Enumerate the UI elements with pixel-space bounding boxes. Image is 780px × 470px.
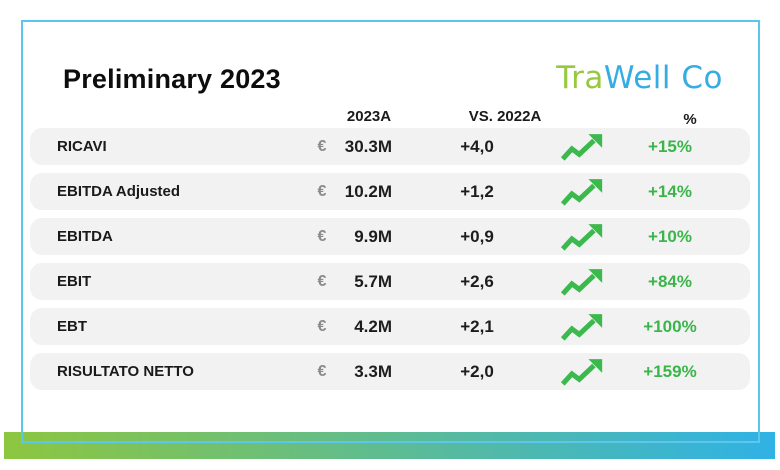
row-vs-value: +2,6 — [460, 271, 494, 291]
euro-symbol: € — [317, 182, 327, 200]
up-trend-icon — [560, 358, 604, 386]
row-percent: +15% — [648, 136, 692, 156]
table-row-ebitda: EBITDA € 9.9M +0,9 +10% — [30, 218, 750, 255]
table-row-ebitda-adjusted: EBITDA Adjusted € 10.2M +1,2 +14% — [30, 173, 750, 210]
row-vs-value: +2,0 — [460, 361, 494, 381]
row-percent: +10% — [648, 226, 692, 246]
up-trend-icon — [560, 268, 604, 296]
trawell-logo: TraWell Co — [556, 60, 723, 96]
euro-symbol: € — [317, 227, 327, 245]
up-trend-icon — [560, 223, 604, 251]
row-vs-value: +4,0 — [460, 136, 494, 156]
euro-symbol: € — [317, 317, 327, 335]
row-percent: +159% — [643, 361, 697, 381]
column-header-2023a: 2023A — [346, 108, 392, 125]
table-row-ebt: EBT € 4.2M +2,1 +100% — [30, 308, 750, 345]
row-percent: +84% — [648, 271, 692, 291]
row-label: EBT — [57, 318, 87, 335]
row-label: EBITDA — [57, 228, 113, 245]
euro-symbol: € — [317, 362, 327, 380]
table-row-risultato-netto: RISULTATO NETTO € 3.3M +2,0 +159% — [30, 353, 750, 390]
euro-symbol: € — [317, 272, 327, 290]
row-value: 5.7M — [354, 271, 392, 291]
row-vs-value: +1,2 — [460, 181, 494, 201]
logo-text-blue: Well Co — [603, 60, 723, 96]
up-trend-icon — [560, 133, 604, 161]
kpi-rows: RICAVI € 30.3M +4,0 +15% EBITDA Adjusted… — [30, 128, 750, 398]
row-value: 30.3M — [344, 136, 392, 156]
row-value: 9.9M — [354, 226, 392, 246]
row-value: 3.3M — [354, 361, 392, 381]
row-vs-value: +2,1 — [460, 316, 494, 336]
table-row-ricavi: RICAVI € 30.3M +4,0 +15% — [30, 128, 750, 165]
row-vs-value: +0,9 — [460, 226, 494, 246]
gradient-bar — [4, 432, 775, 459]
summary-card: Preliminary 2023 TraWell Co 2023A VS. 20… — [21, 20, 760, 443]
column-header-percent: % — [683, 111, 697, 128]
column-header-vs-2022a: VS. 2022A — [468, 108, 542, 125]
row-percent: +100% — [643, 316, 697, 336]
logo-text-green: Tra — [556, 60, 604, 96]
row-value: 4.2M — [354, 316, 392, 336]
up-trend-icon — [560, 178, 604, 206]
row-label: RISULTATO NETTO — [57, 363, 194, 380]
page-title: Preliminary 2023 — [63, 64, 281, 94]
euro-symbol: € — [317, 137, 327, 155]
table-row-ebit: EBIT € 5.7M +2,6 +84% — [30, 263, 750, 300]
row-percent: +14% — [648, 181, 692, 201]
row-label: EBIT — [57, 273, 92, 290]
up-trend-icon — [560, 313, 604, 341]
row-value: 10.2M — [344, 181, 392, 201]
row-label: EBITDA Adjusted — [57, 183, 181, 200]
row-label: RICAVI — [57, 138, 107, 155]
